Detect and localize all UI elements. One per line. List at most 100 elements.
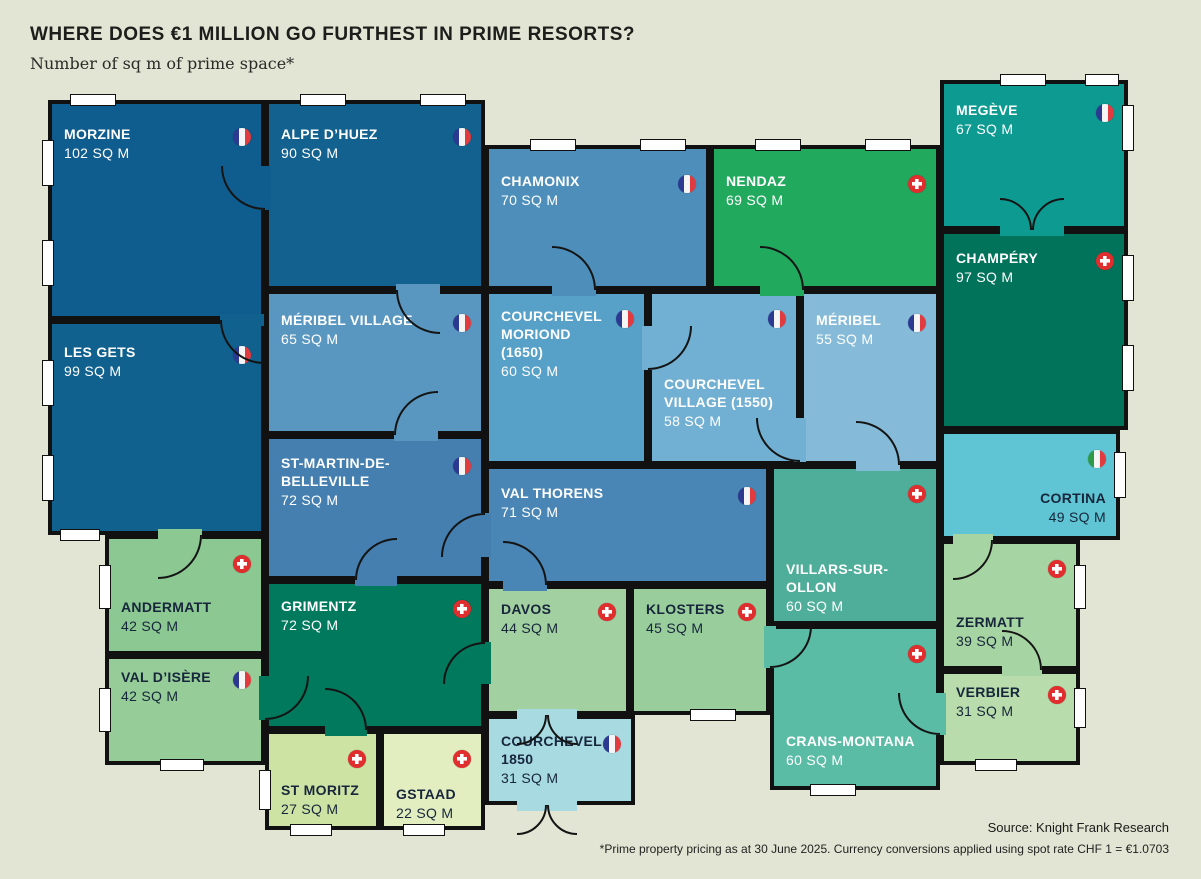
- flag-france-icon: [453, 457, 471, 475]
- resort-name: MÉRIBEL: [816, 312, 882, 328]
- resort-sqm-value: 44 SQ M: [501, 619, 559, 636]
- window-mark: [259, 770, 271, 810]
- resort-sqm-value: 60 SQ M: [501, 362, 559, 379]
- window-mark: [403, 824, 445, 836]
- resort-name: COURCHEVEL VILLAGE (1550): [664, 376, 774, 410]
- resort-sqm-value: 97 SQ M: [956, 268, 1014, 285]
- room-davos: DAVOS 44 SQ M: [485, 585, 630, 715]
- flag-france-icon: [453, 314, 471, 332]
- window-mark: [1074, 688, 1086, 728]
- room-villars-sur-ollon: VILLARS-SUR-OLLON 60 SQ M: [770, 465, 940, 625]
- resort-sqm-value: 71 SQ M: [501, 503, 559, 520]
- resort-sqm-value: 70 SQ M: [501, 191, 559, 208]
- resort-sqm-value: 39 SQ M: [956, 632, 1014, 649]
- resort-sqm-value: 60 SQ M: [786, 751, 844, 768]
- window-mark: [1000, 74, 1046, 86]
- window-mark: [530, 139, 576, 151]
- window-mark: [42, 455, 54, 501]
- resort-sqm-value: 102 SQ M: [64, 144, 130, 161]
- window-mark: [1122, 345, 1134, 391]
- window-mark: [160, 759, 204, 771]
- resort-sqm-value: 42 SQ M: [121, 687, 179, 704]
- resort-name: ST MORITZ: [281, 782, 360, 798]
- room-label: VERBIER 31 SQ M: [956, 684, 1040, 721]
- room-label: COURCHEVEL 1850 31 SQ M: [501, 733, 601, 788]
- resort-name: KLOSTERS: [646, 601, 725, 617]
- room-label: ZERMATT 39 SQ M: [956, 614, 1066, 651]
- window-mark: [1085, 74, 1119, 86]
- window-mark: [42, 360, 54, 406]
- resort-name: NENDAZ: [726, 173, 787, 189]
- resort-sqm-value: 60 SQ M: [786, 597, 844, 614]
- resort-name: CORTINA: [1040, 490, 1106, 506]
- window-mark: [42, 140, 54, 186]
- room-val-d-is-re: VAL D’ISÈRE 42 SQ M: [105, 655, 265, 765]
- flag-switzerland-icon: [453, 600, 471, 618]
- flag-france-icon: [616, 310, 634, 328]
- flag-switzerland-icon: [908, 645, 926, 663]
- resort-name: MEGÈVE: [956, 102, 1018, 118]
- window-mark: [865, 139, 911, 151]
- resort-sqm-value: 31 SQ M: [956, 702, 1014, 719]
- resort-name: VILLARS-SUR-OLLON: [786, 561, 889, 595]
- room-label: ST-MARTIN-DE-BELLEVILLE 72 SQ M: [281, 455, 445, 510]
- room-label: ST MORITZ 27 SQ M: [281, 782, 366, 819]
- resort-sqm-value: 27 SQ M: [281, 800, 339, 817]
- window-mark: [99, 688, 111, 732]
- room-nendaz: NENDAZ 69 SQ M: [710, 145, 940, 290]
- resort-name: ST-MARTIN-DE-BELLEVILLE: [281, 455, 390, 489]
- room-label: GRIMENTZ 72 SQ M: [281, 598, 445, 635]
- resort-name: MORZINE: [64, 126, 131, 142]
- window-mark: [1122, 255, 1134, 301]
- resort-sqm-value: 69 SQ M: [726, 191, 784, 208]
- room-label: MÉRIBEL VILLAGE 65 SQ M: [281, 312, 445, 349]
- flag-switzerland-icon: [598, 603, 616, 621]
- flag-france-icon: [768, 310, 786, 328]
- room-label: GSTAAD 22 SQ M: [396, 786, 471, 823]
- resort-name: MÉRIBEL VILLAGE: [281, 312, 413, 328]
- flag-switzerland-icon: [908, 485, 926, 503]
- resort-sqm-value: 55 SQ M: [816, 330, 874, 347]
- flag-switzerland-icon: [453, 750, 471, 768]
- room-label: KLOSTERS 45 SQ M: [646, 601, 730, 638]
- page-title: WHERE DOES €1 MILLION GO FURTHEST IN PRI…: [30, 24, 636, 45]
- room-grimentz: GRIMENTZ 72 SQ M: [265, 580, 485, 730]
- resort-sqm-value: 67 SQ M: [956, 120, 1014, 137]
- flag-switzerland-icon: [1048, 560, 1066, 578]
- room-cortina: CORTINA 49 SQ M: [940, 430, 1120, 540]
- flag-switzerland-icon: [1096, 252, 1114, 270]
- flag-switzerland-icon: [738, 603, 756, 621]
- room-label: DAVOS 44 SQ M: [501, 601, 590, 638]
- flag-italy-icon: [1088, 450, 1106, 468]
- resort-name: CHAMONIX: [501, 173, 580, 189]
- room-meg-ve: MEGÈVE 67 SQ M: [940, 80, 1128, 230]
- room-label: VAL THORENS 71 SQ M: [501, 485, 730, 522]
- flag-switzerland-icon: [233, 555, 251, 573]
- resort-sqm-value: 99 SQ M: [64, 362, 122, 379]
- room-label: MEGÈVE 67 SQ M: [956, 102, 1088, 139]
- window-mark: [60, 529, 100, 541]
- room-val-thorens: VAL THORENS 71 SQ M: [485, 465, 770, 585]
- window-mark: [975, 759, 1017, 771]
- page-subtitle: Number of sq m of prime space*: [30, 54, 295, 73]
- resort-sqm-value: 31 SQ M: [501, 769, 559, 786]
- room-label: CRANS-MONTANA 60 SQ M: [786, 733, 926, 770]
- flag-france-icon: [233, 128, 251, 146]
- room-label: ANDERMATT 42 SQ M: [121, 599, 251, 636]
- room-label: COURCHEVEL MORIOND (1650) 60 SQ M: [501, 308, 608, 381]
- room-label: MORZINE 102 SQ M: [64, 126, 225, 163]
- window-mark: [690, 709, 736, 721]
- window-mark: [290, 824, 332, 836]
- resort-sqm-value: 22 SQ M: [396, 804, 454, 821]
- room-label: CHAMPÉRY 97 SQ M: [956, 250, 1088, 287]
- resort-sqm-value: 90 SQ M: [281, 144, 339, 161]
- resort-name: DAVOS: [501, 601, 552, 617]
- room-label: VILLARS-SUR-OLLON 60 SQ M: [786, 561, 926, 616]
- resort-name: ANDERMATT: [121, 599, 212, 615]
- room-gstaad: GSTAAD 22 SQ M: [380, 730, 485, 830]
- resort-sqm-value: 58 SQ M: [664, 412, 722, 429]
- flag-switzerland-icon: [908, 175, 926, 193]
- resort-name: CRANS-MONTANA: [786, 733, 915, 749]
- resort-name: GSTAAD: [396, 786, 456, 802]
- flag-france-icon: [603, 735, 621, 753]
